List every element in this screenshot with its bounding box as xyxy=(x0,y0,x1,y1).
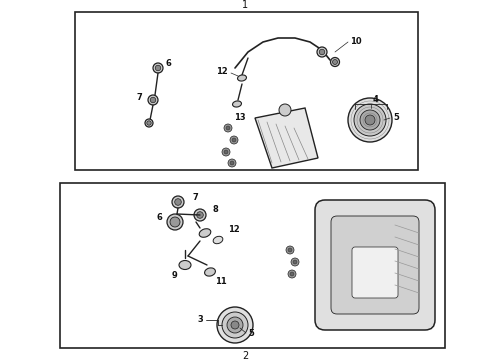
Circle shape xyxy=(354,104,386,136)
Text: 5: 5 xyxy=(248,329,254,338)
Circle shape xyxy=(167,214,183,230)
Circle shape xyxy=(230,136,238,144)
Circle shape xyxy=(290,272,294,276)
Circle shape xyxy=(194,209,206,221)
Circle shape xyxy=(224,124,232,132)
Circle shape xyxy=(155,65,161,71)
Circle shape xyxy=(232,138,236,142)
Circle shape xyxy=(222,312,248,338)
Circle shape xyxy=(153,63,163,73)
Circle shape xyxy=(231,321,239,329)
Circle shape xyxy=(175,199,181,205)
Circle shape xyxy=(228,159,236,167)
Circle shape xyxy=(330,58,340,67)
Text: 5: 5 xyxy=(393,113,399,122)
Circle shape xyxy=(317,47,327,57)
Circle shape xyxy=(230,161,234,165)
FancyBboxPatch shape xyxy=(352,247,398,298)
Text: 6: 6 xyxy=(165,58,171,68)
Text: 1: 1 xyxy=(242,0,248,10)
Circle shape xyxy=(365,115,375,125)
Ellipse shape xyxy=(199,229,211,237)
Circle shape xyxy=(291,258,299,266)
Circle shape xyxy=(288,270,296,278)
Circle shape xyxy=(333,59,338,64)
Circle shape xyxy=(196,212,203,218)
Text: 9: 9 xyxy=(171,270,177,279)
Circle shape xyxy=(319,49,325,55)
Circle shape xyxy=(348,98,392,142)
Text: 7: 7 xyxy=(192,193,198,202)
Ellipse shape xyxy=(179,261,191,270)
Circle shape xyxy=(226,126,230,130)
Circle shape xyxy=(360,110,380,130)
Text: 4: 4 xyxy=(373,95,379,104)
Polygon shape xyxy=(255,108,318,168)
Circle shape xyxy=(170,217,180,227)
Ellipse shape xyxy=(213,236,223,244)
Bar xyxy=(60,183,445,348)
FancyBboxPatch shape xyxy=(315,200,435,330)
Circle shape xyxy=(147,121,151,125)
Circle shape xyxy=(279,104,291,116)
Text: 6: 6 xyxy=(156,213,162,222)
Circle shape xyxy=(227,317,243,333)
Text: 3: 3 xyxy=(197,315,203,324)
Text: 12: 12 xyxy=(228,225,240,234)
Text: 10: 10 xyxy=(350,37,362,46)
Circle shape xyxy=(217,307,253,343)
FancyBboxPatch shape xyxy=(331,216,419,314)
Circle shape xyxy=(288,248,292,252)
Circle shape xyxy=(148,95,158,105)
Circle shape xyxy=(286,246,294,254)
Circle shape xyxy=(145,119,153,127)
Bar xyxy=(75,12,418,170)
Text: 12: 12 xyxy=(216,68,228,77)
Ellipse shape xyxy=(233,101,242,107)
Circle shape xyxy=(172,196,184,208)
Text: 7: 7 xyxy=(136,93,142,102)
Text: 8: 8 xyxy=(212,206,218,215)
Text: 11: 11 xyxy=(215,278,227,287)
Circle shape xyxy=(293,260,297,264)
Ellipse shape xyxy=(238,75,246,81)
Circle shape xyxy=(224,150,228,154)
Ellipse shape xyxy=(205,268,216,276)
Circle shape xyxy=(150,97,156,103)
Text: 2: 2 xyxy=(242,351,248,360)
Circle shape xyxy=(222,148,230,156)
Text: 13: 13 xyxy=(234,112,246,122)
